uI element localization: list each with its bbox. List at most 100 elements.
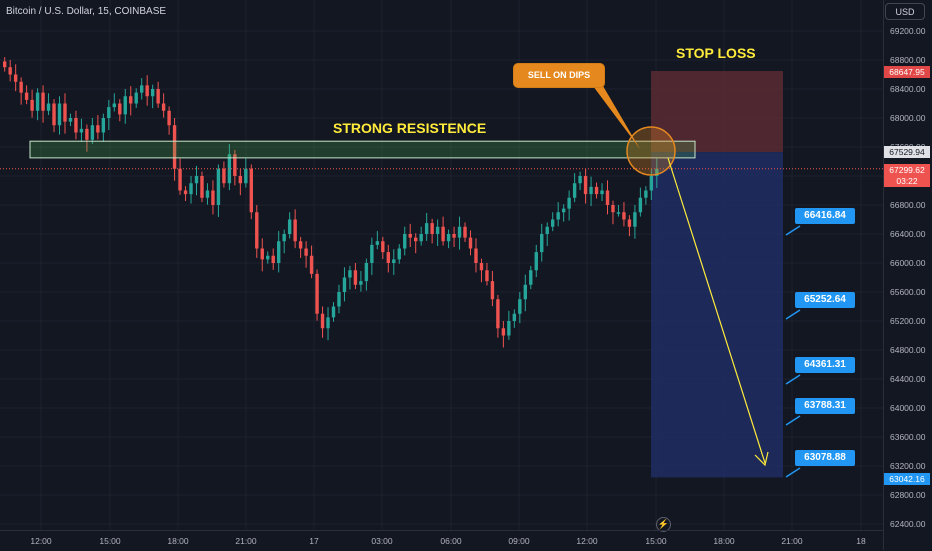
- candle-body: [551, 219, 555, 227]
- candle-body: [326, 317, 330, 329]
- time-tick: 09:00: [508, 536, 530, 546]
- candle-body: [386, 252, 390, 263]
- candle-body: [644, 190, 648, 198]
- candle-body: [479, 263, 484, 271]
- candle-body: [512, 313, 517, 321]
- candle-body: [408, 234, 412, 238]
- candle-body: [19, 81, 23, 93]
- candle-body: [337, 292, 341, 307]
- candle-body: [342, 277, 347, 292]
- candle-body: [52, 103, 56, 126]
- candle-body: [540, 234, 544, 253]
- candle-body: [320, 313, 325, 329]
- candle-body: [222, 168, 226, 184]
- callout-pointer: [593, 86, 640, 149]
- candle-body: [277, 241, 281, 263]
- candle-body: [600, 190, 604, 195]
- candle-body: [348, 270, 352, 278]
- target-label-4[interactable]: 63788.31: [795, 398, 855, 414]
- candle-body: [353, 270, 358, 285]
- projection-arrowhead: [754, 451, 769, 467]
- candle-body: [331, 306, 336, 318]
- candle-body: [611, 205, 615, 213]
- candle-body: [594, 186, 599, 195]
- candle-body: [41, 92, 45, 111]
- profit-zone: [651, 152, 783, 478]
- price-tick: 68400.00: [890, 84, 926, 94]
- time-tick: 12:00: [30, 536, 52, 546]
- resistance-price-tag: 67529.94: [884, 146, 930, 158]
- time-tick: 15:00: [645, 536, 667, 546]
- candle-body: [424, 223, 429, 234]
- candle-body: [282, 234, 286, 242]
- candle-body: [468, 237, 473, 249]
- candle-body: [266, 255, 270, 260]
- candle-body: [545, 226, 549, 234]
- countdown-tag: 03:22: [884, 175, 930, 187]
- price-tick: 65200.00: [890, 316, 926, 326]
- current-price-tag: 67299.62: [884, 164, 930, 176]
- candle-body: [501, 328, 506, 336]
- candle-body: [419, 234, 423, 242]
- candle-body: [150, 89, 155, 97]
- candle-body: [463, 226, 467, 238]
- time-tick: 18: [856, 536, 866, 546]
- price-axis[interactable]: [883, 0, 932, 550]
- candle-body: [161, 103, 166, 111]
- candle-body: [403, 234, 407, 249]
- candle-body: [35, 92, 40, 111]
- candle-body: [605, 190, 610, 205]
- target-label-3[interactable]: 64361.31: [795, 357, 855, 373]
- price-tick: 63200.00: [890, 461, 926, 471]
- candle-body: [134, 92, 138, 104]
- price-tick: 64000.00: [890, 403, 926, 413]
- target-pointer: [785, 225, 801, 236]
- price-tick: 64800.00: [890, 345, 926, 355]
- candle-body: [474, 248, 478, 263]
- candle-body: [3, 61, 7, 68]
- candle-body: [485, 270, 489, 282]
- price-tick: 68800.00: [890, 55, 926, 65]
- candle-body: [523, 284, 527, 300]
- candle-body: [315, 273, 319, 314]
- candle-body: [589, 186, 593, 195]
- candle-body: [287, 219, 292, 234]
- time-tick: 17: [309, 536, 319, 546]
- sell-zone-circle: [626, 126, 676, 176]
- price-tick: 66000.00: [890, 258, 926, 268]
- candle-body: [74, 118, 78, 133]
- candle-body: [638, 197, 643, 213]
- candle-body: [79, 128, 84, 133]
- candle-body: [567, 197, 571, 209]
- candle-body: [441, 226, 445, 242]
- candle-body: [63, 103, 67, 122]
- candle-body: [255, 212, 259, 249]
- candle-body: [435, 226, 440, 234]
- time-axis[interactable]: [0, 530, 883, 551]
- target-label-2[interactable]: 65252.64: [795, 292, 855, 308]
- candle-body: [249, 168, 253, 213]
- chart-canvas[interactable]: [0, 0, 883, 530]
- candle-body: [112, 103, 116, 108]
- candle-body: [452, 234, 456, 238]
- candle-body: [655, 168, 659, 176]
- replay-icon[interactable]: ⚡: [656, 517, 671, 532]
- sell-on-dips-callout[interactable]: SELL ON DIPS: [513, 63, 605, 88]
- candle-body: [381, 241, 385, 253]
- candle-body: [271, 255, 275, 263]
- candle-body: [183, 190, 188, 195]
- target-label-5[interactable]: 63078.88: [795, 450, 855, 466]
- candle-body: [156, 89, 160, 104]
- price-tick: 69200.00: [890, 26, 926, 36]
- candle-body: [309, 255, 314, 274]
- candle-body: [633, 212, 637, 227]
- currency-button[interactable]: USD: [885, 3, 925, 20]
- stop-loss-price-tag: 68647.95: [884, 66, 930, 78]
- candle-body: [260, 248, 264, 260]
- chart-pane[interactable]: [0, 0, 883, 530]
- target-label-1[interactable]: 66416.84: [795, 208, 855, 224]
- target-pointer: [785, 374, 801, 385]
- stop-loss-label: STOP LOSS: [676, 45, 756, 61]
- candle-body: [298, 241, 303, 249]
- candle-body: [304, 248, 308, 256]
